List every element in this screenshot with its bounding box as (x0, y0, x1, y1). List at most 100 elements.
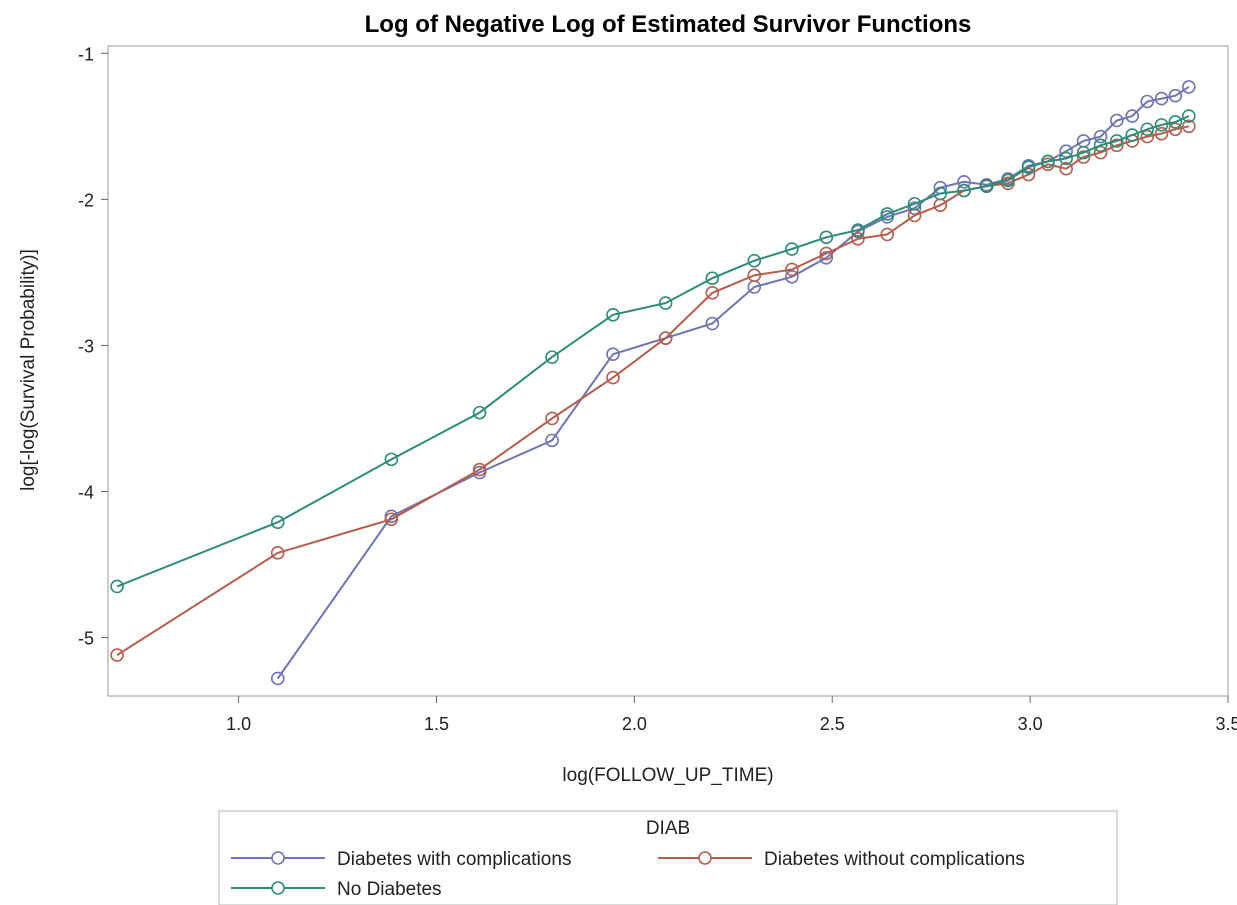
legend-label: Diabetes without complications (764, 849, 1025, 870)
data-point (957, 175, 971, 189)
data-point (1154, 126, 1169, 141)
data-point (1182, 80, 1196, 94)
data-point (384, 452, 399, 467)
data-point (1168, 115, 1183, 129)
data-point (880, 227, 895, 242)
legend-swatch-marker (698, 851, 712, 865)
data-point (1041, 154, 1055, 169)
legend-entry: Diabetes with complications (231, 849, 571, 870)
x-tick-label: 3.5 (1215, 714, 1237, 734)
data-point (785, 269, 799, 284)
data-point (1125, 128, 1140, 142)
data-point (1093, 129, 1108, 144)
data-point (1154, 91, 1169, 106)
legend-label: No Diabetes (337, 879, 442, 900)
data-point (705, 271, 720, 286)
legend-swatch-marker (271, 851, 285, 865)
y-tick-label: -2 (78, 190, 94, 210)
data-point (545, 433, 559, 448)
y-tick-label: -3 (78, 336, 94, 356)
data-point (907, 196, 922, 211)
legend-title: DIAB (646, 818, 690, 839)
legend-entry: No Diabetes (231, 879, 442, 900)
y-tick-label: -5 (78, 629, 94, 649)
data-point (1021, 167, 1036, 182)
data-point (1168, 122, 1183, 137)
data-point (819, 250, 834, 265)
data-point (1109, 134, 1124, 148)
data-point (1140, 94, 1155, 109)
data-point (384, 512, 399, 527)
data-point (1093, 145, 1108, 160)
data-point (1154, 118, 1169, 132)
legend: DIAB Diabetes with complications Diabetes… (218, 810, 1118, 905)
series-layer (110, 80, 1196, 686)
data-point (933, 186, 948, 201)
plot-area-frame (107, 45, 1229, 697)
series-2 (110, 109, 1196, 594)
y-axis: -1 -2 -3 -4 -5 (78, 44, 108, 649)
data-point (819, 230, 834, 245)
data-point (270, 671, 285, 686)
data-point (747, 253, 762, 268)
data-point (785, 262, 799, 277)
data-point (880, 207, 895, 221)
data-point (851, 232, 865, 246)
x-tick-label: 1.0 (226, 714, 251, 734)
data-point (658, 331, 673, 345)
data-point (747, 268, 762, 283)
data-point (110, 648, 124, 662)
y-axis-label: log[-log(Survival Probability)] (18, 249, 39, 491)
data-point (785, 242, 799, 256)
series-line (276, 86, 1190, 680)
data-point (851, 223, 865, 237)
data-point (1059, 144, 1073, 158)
data-point (545, 350, 559, 364)
data-point (606, 347, 620, 362)
data-point (606, 370, 620, 385)
data-point (1125, 109, 1140, 123)
x-tick-label: 1.5 (424, 714, 449, 734)
data-point (472, 405, 487, 420)
x-tick-label: 2.0 (622, 714, 647, 734)
data-point (545, 411, 559, 426)
data-point (1168, 88, 1183, 103)
data-point (1182, 109, 1196, 123)
x-tick-label: 2.5 (820, 714, 845, 734)
data-point (1093, 138, 1108, 153)
data-point (658, 296, 673, 310)
legend-entry: Diabetes without complications (658, 849, 1025, 870)
data-point (1076, 150, 1091, 164)
y-tick-label: -1 (78, 44, 94, 64)
x-axis: 1.0 1.5 2.0 2.5 3.0 3.5 (226, 696, 1237, 734)
data-point (907, 201, 922, 215)
data-point (705, 286, 720, 300)
data-point (1182, 119, 1196, 134)
data-point (472, 462, 487, 477)
x-tick-label: 3.0 (1018, 714, 1043, 734)
data-point (1140, 122, 1155, 137)
data-point (1140, 129, 1155, 144)
data-point (1021, 160, 1036, 175)
legend-swatch-marker (271, 881, 285, 895)
data-point (1001, 173, 1015, 188)
x-axis-label: log(FOLLOW_UP_TIME) (562, 765, 773, 786)
legend-label: Diabetes with complications (337, 849, 571, 870)
chart-title: Log of Negative Log of Estimated Survivo… (365, 11, 972, 38)
data-point (270, 515, 285, 529)
data-point (1059, 161, 1073, 176)
data-point (1076, 145, 1091, 160)
data-point (1109, 138, 1124, 153)
data-point (957, 183, 971, 198)
data-point (705, 316, 720, 331)
data-point (606, 307, 620, 322)
data-point (110, 579, 124, 594)
legend-entries: Diabetes with complications Diabetes with… (231, 849, 1025, 900)
data-point (270, 546, 285, 560)
data-point (1109, 113, 1124, 128)
data-point (979, 179, 994, 194)
y-tick-label: -4 (78, 483, 94, 503)
data-point (819, 246, 834, 261)
data-point (1059, 151, 1073, 166)
